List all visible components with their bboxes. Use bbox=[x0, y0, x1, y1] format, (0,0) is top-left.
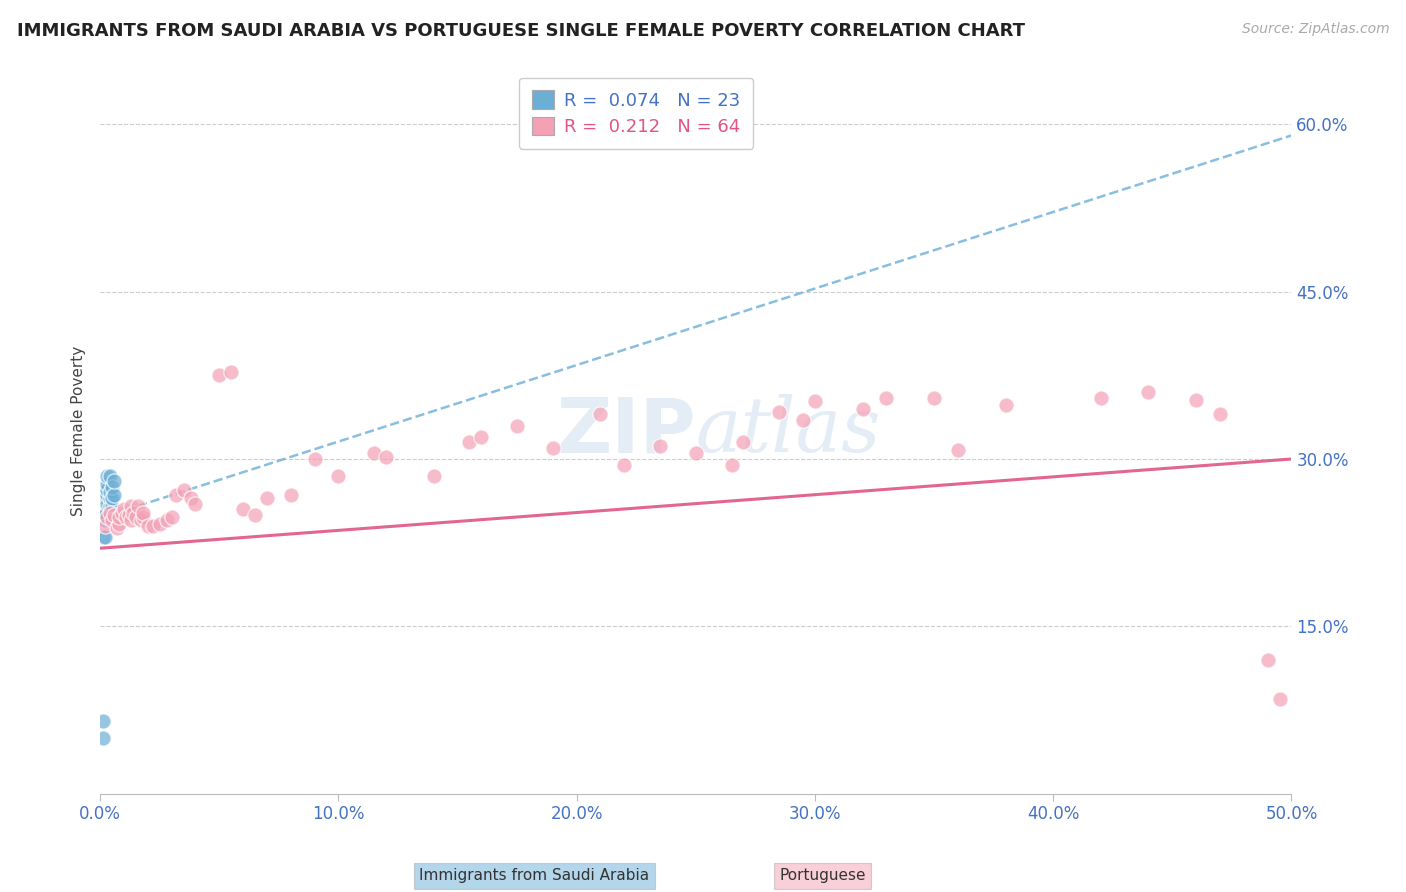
Point bbox=[994, 399, 1017, 413]
Point bbox=[94, 491, 117, 505]
Point bbox=[112, 502, 135, 516]
Point bbox=[875, 391, 897, 405]
Point bbox=[184, 497, 207, 511]
Point bbox=[115, 510, 138, 524]
Point bbox=[96, 510, 118, 524]
Point bbox=[922, 391, 945, 405]
Text: ZIP: ZIP bbox=[557, 394, 696, 468]
Point bbox=[94, 485, 117, 500]
Point bbox=[91, 530, 114, 544]
Point bbox=[98, 468, 121, 483]
Point bbox=[105, 521, 128, 535]
Point bbox=[1090, 391, 1112, 405]
Point bbox=[946, 443, 969, 458]
Point bbox=[108, 510, 131, 524]
Point bbox=[96, 497, 118, 511]
Point bbox=[506, 418, 529, 433]
Point bbox=[685, 446, 707, 460]
Point bbox=[129, 513, 152, 527]
Point bbox=[720, 458, 742, 472]
Point bbox=[470, 430, 492, 444]
Point bbox=[98, 506, 121, 520]
Point bbox=[232, 502, 254, 516]
Point bbox=[792, 413, 814, 427]
Point bbox=[648, 439, 671, 453]
Point bbox=[173, 483, 195, 498]
Point bbox=[96, 483, 118, 498]
Point bbox=[219, 365, 242, 379]
Point bbox=[120, 513, 142, 527]
Point bbox=[96, 468, 118, 483]
Point bbox=[149, 516, 172, 531]
Point bbox=[103, 475, 125, 489]
Point bbox=[94, 530, 117, 544]
Point bbox=[118, 508, 141, 522]
Text: Portuguese: Portuguese bbox=[779, 869, 866, 883]
Point bbox=[103, 508, 125, 522]
Point bbox=[589, 408, 612, 422]
Point bbox=[1137, 385, 1160, 400]
Point bbox=[108, 516, 131, 531]
Point bbox=[96, 488, 118, 502]
Point bbox=[160, 510, 183, 524]
Point bbox=[363, 446, 385, 460]
Point bbox=[94, 519, 117, 533]
Point bbox=[98, 485, 121, 500]
Point bbox=[1268, 691, 1291, 706]
Point bbox=[101, 480, 124, 494]
Point bbox=[101, 491, 124, 505]
Point bbox=[125, 510, 148, 524]
Point bbox=[91, 731, 114, 745]
Point bbox=[613, 458, 636, 472]
Point bbox=[1185, 392, 1208, 407]
Point bbox=[422, 468, 444, 483]
Text: atlas: atlas bbox=[696, 394, 882, 468]
Point bbox=[375, 450, 398, 464]
Point bbox=[141, 519, 163, 533]
Point bbox=[127, 499, 149, 513]
Point bbox=[804, 394, 827, 409]
Point bbox=[96, 476, 118, 491]
Point bbox=[208, 368, 231, 383]
Point bbox=[91, 714, 114, 728]
Point bbox=[110, 506, 132, 520]
Y-axis label: Single Female Poverty: Single Female Poverty bbox=[72, 346, 86, 516]
Point bbox=[328, 468, 350, 483]
Point bbox=[136, 519, 159, 533]
Legend: R =  0.074   N = 23, R =  0.212   N = 64: R = 0.074 N = 23, R = 0.212 N = 64 bbox=[519, 78, 754, 149]
Point bbox=[132, 506, 155, 520]
Point bbox=[733, 435, 755, 450]
Point bbox=[98, 491, 121, 505]
Point bbox=[94, 508, 117, 522]
Point bbox=[94, 513, 117, 527]
Point bbox=[156, 513, 179, 527]
Point bbox=[101, 499, 124, 513]
Point bbox=[122, 506, 145, 520]
Point bbox=[280, 488, 302, 502]
Point bbox=[768, 405, 790, 419]
Text: Immigrants from Saudi Arabia: Immigrants from Saudi Arabia bbox=[419, 869, 650, 883]
Point bbox=[101, 513, 124, 527]
Point bbox=[851, 401, 873, 416]
Point bbox=[458, 435, 481, 450]
Point bbox=[256, 491, 278, 505]
Point bbox=[304, 452, 326, 467]
Point bbox=[1209, 408, 1232, 422]
Text: IMMIGRANTS FROM SAUDI ARABIA VS PORTUGUESE SINGLE FEMALE POVERTY CORRELATION CHA: IMMIGRANTS FROM SAUDI ARABIA VS PORTUGUE… bbox=[17, 22, 1025, 40]
Text: Source: ZipAtlas.com: Source: ZipAtlas.com bbox=[1241, 22, 1389, 37]
Point bbox=[165, 488, 187, 502]
Point bbox=[120, 499, 142, 513]
Point bbox=[1257, 653, 1279, 667]
Point bbox=[243, 508, 266, 522]
Point bbox=[98, 499, 121, 513]
Point bbox=[132, 510, 155, 524]
Point bbox=[180, 491, 202, 505]
Point bbox=[103, 488, 125, 502]
Point bbox=[541, 441, 564, 455]
Point bbox=[91, 508, 114, 522]
